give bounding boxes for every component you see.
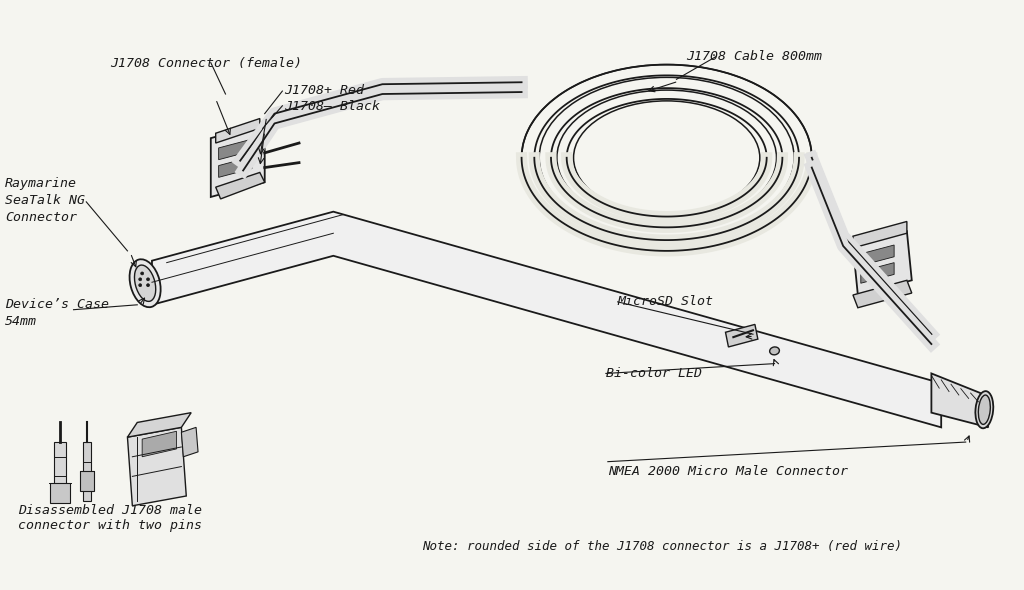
Polygon shape [50,483,70,503]
Text: J1708 Cable 800mm: J1708 Cable 800mm [686,50,822,63]
Text: Connector: Connector [5,211,77,224]
Polygon shape [219,157,252,178]
Ellipse shape [134,265,156,301]
Text: 54mm: 54mm [5,314,37,327]
Ellipse shape [976,391,993,428]
Text: MicroSD Slot: MicroSD Slot [617,295,714,308]
Ellipse shape [146,278,150,281]
Text: Disassembled J1708 male
connector with two pins: Disassembled J1708 male connector with t… [17,504,202,532]
Polygon shape [216,119,260,143]
Polygon shape [932,373,988,427]
Polygon shape [54,442,66,501]
Text: Device’s Case: Device’s Case [5,298,109,311]
Polygon shape [853,221,907,248]
Ellipse shape [146,284,150,287]
Ellipse shape [978,395,990,424]
Polygon shape [127,412,191,437]
Polygon shape [853,231,911,295]
Text: Note: rounded side of the J1708 connector is a J1708+ (red wire): Note: rounded side of the J1708 connecto… [422,540,901,553]
Ellipse shape [138,278,141,281]
Polygon shape [181,427,198,457]
Text: SeaTalk NG: SeaTalk NG [5,194,85,207]
Polygon shape [81,471,94,491]
Polygon shape [861,263,894,283]
Ellipse shape [140,272,143,275]
Text: J1708– Black: J1708– Black [285,100,380,113]
Polygon shape [853,280,911,308]
Text: Bi-color LED: Bi-color LED [606,366,701,379]
Text: J1708 Connector (female): J1708 Connector (female) [110,57,302,70]
Polygon shape [127,427,186,506]
Polygon shape [725,324,758,347]
Polygon shape [211,123,265,197]
Ellipse shape [138,284,141,287]
Ellipse shape [770,347,779,355]
Polygon shape [142,431,176,457]
Ellipse shape [130,259,161,307]
Polygon shape [83,442,91,501]
Text: J1708+ Red: J1708+ Red [285,84,365,97]
Text: Raymarine: Raymarine [5,178,77,191]
Text: NMEA 2000 Micro Male Connector: NMEA 2000 Micro Male Connector [608,464,848,478]
Polygon shape [216,172,265,199]
Polygon shape [219,139,252,160]
Polygon shape [152,212,941,427]
Polygon shape [861,245,894,266]
